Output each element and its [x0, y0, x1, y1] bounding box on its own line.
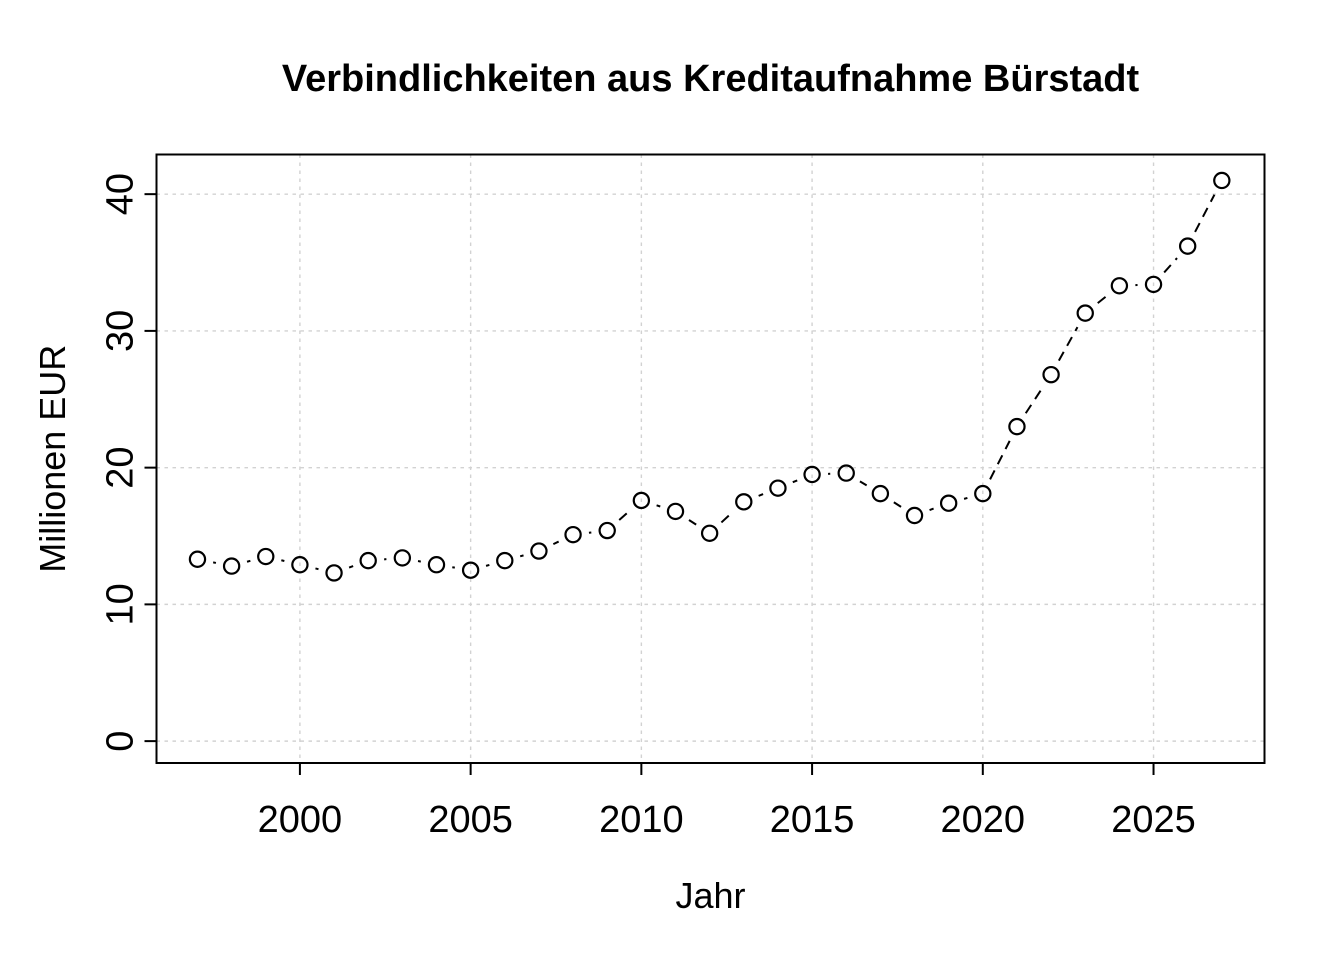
series-connector-segment	[859, 480, 868, 487]
data-point-marker	[530, 542, 548, 560]
data-point-marker	[291, 556, 309, 574]
series-connector-segment	[1097, 294, 1108, 304]
data-point-marker	[564, 525, 582, 544]
x-axis-tick-label: 2010	[599, 799, 684, 841]
data-point-marker	[222, 557, 241, 575]
y-axis-tick-label: 20	[100, 446, 142, 488]
series-connector-segment	[989, 440, 1011, 480]
x-axis-label: Jahr	[675, 875, 745, 916]
series-connector-segment	[656, 504, 661, 508]
gridlines-layer	[156, 154, 1265, 763]
data-point-marker	[427, 556, 446, 574]
x-axis-tick-label: 2015	[770, 799, 855, 841]
series-connector-segment	[929, 507, 934, 512]
series-connector-segment	[417, 560, 421, 563]
data-point-marker	[1042, 365, 1060, 384]
data-point-marker	[974, 484, 992, 503]
y-axis-label: Millionen EUR	[32, 345, 73, 573]
data-point-marker	[257, 547, 275, 566]
data-point-marker	[939, 494, 958, 512]
data-point-marker	[837, 464, 855, 482]
data-point-marker	[735, 493, 753, 511]
data-point-marker	[393, 549, 412, 567]
data-point-marker	[803, 465, 821, 484]
series-connector-segment	[618, 510, 631, 521]
series-connector-segment	[1194, 194, 1216, 233]
y-axis-tick-label: 0	[100, 731, 142, 752]
series-connector-segment	[552, 540, 560, 546]
plot-box	[155, 153, 1266, 764]
series-connector-segment	[688, 519, 697, 526]
axes-layer	[144, 153, 1266, 775]
series-connector-segment	[315, 567, 319, 571]
data-point-marker	[769, 479, 787, 497]
series-connector-segment	[348, 565, 354, 569]
series-connector-segment	[963, 496, 968, 500]
data-point-marker	[325, 564, 343, 582]
data-point-marker	[871, 484, 890, 503]
data-point-marker	[905, 506, 924, 525]
data-point-marker	[1110, 277, 1129, 295]
series-connector-segment	[893, 501, 902, 508]
series-connector-segment	[1024, 387, 1044, 414]
data-point-marker	[496, 551, 514, 570]
series-connector-segment	[281, 559, 285, 562]
series-connector-segment	[792, 479, 798, 484]
chart-title: Verbindlichkeiten aus Kreditaufnahme Bür…	[282, 58, 1140, 100]
series-connector-segment	[720, 511, 733, 524]
series-connector-segment	[246, 559, 251, 563]
data-point-marker	[598, 521, 616, 540]
x-axis-tick-label: 2020	[941, 799, 1026, 841]
data-point-marker	[1008, 417, 1026, 436]
data-point-marker	[666, 502, 685, 521]
x-axis-tick-label: 2005	[428, 799, 513, 841]
data-series-layer	[188, 171, 1231, 582]
tick-labels-layer: 2000 2005 2010 2015 2020 2025 0 10 20 30 40	[100, 173, 1196, 841]
data-point-marker	[188, 550, 207, 568]
series-connector-segment	[519, 554, 524, 558]
y-axis-tick-label: 30	[100, 310, 142, 352]
series-connector-segment	[758, 493, 764, 497]
y-axis-tick-label: 10	[100, 583, 142, 625]
data-point-marker	[1076, 304, 1094, 322]
data-point-marker	[1144, 275, 1163, 294]
series-connector-segment	[212, 561, 217, 564]
series-connector-segment	[1163, 257, 1178, 274]
y-axis-tick-label: 40	[100, 173, 142, 215]
data-point-marker	[700, 524, 719, 542]
data-point-marker	[632, 491, 651, 510]
data-point-marker	[461, 561, 480, 579]
x-axis-tick-label: 2025	[1111, 799, 1196, 841]
series-connector-segment	[1057, 326, 1079, 362]
series-connector-segment	[485, 563, 490, 567]
data-point-marker	[1213, 171, 1231, 190]
data-point-marker	[359, 551, 377, 570]
x-axis-tick-label: 2000	[258, 799, 343, 841]
data-point-marker	[1178, 237, 1197, 255]
